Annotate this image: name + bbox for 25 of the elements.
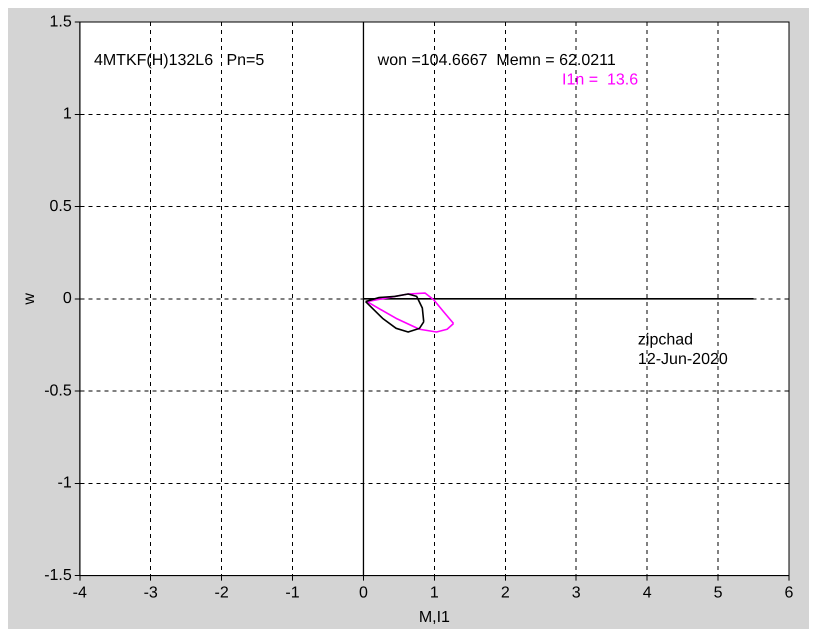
annotation: I1n = 13.6 — [562, 72, 638, 89]
x-tick-label: 4 — [642, 584, 652, 602]
y-tick-label: -0.5 — [44, 382, 72, 400]
annotation: 4MTKF(H)132L6 Pn=5 — [94, 52, 264, 70]
annotation: 12-Jun-2020 — [638, 351, 728, 368]
y-tick-label: 1 — [62, 106, 72, 123]
x-tick-label: -2 — [214, 584, 229, 602]
x-tick-label: 1 — [430, 584, 439, 602]
x-tick-label: 0 — [359, 584, 368, 602]
x-tick-label: 2 — [500, 584, 510, 602]
annotation: zipchad — [638, 332, 694, 349]
y-tick-label: 0.5 — [50, 198, 72, 215]
x-tick-label: 6 — [784, 584, 794, 602]
y-tick-label: 0 — [62, 290, 72, 308]
y-tick-label: -1.5 — [44, 567, 72, 584]
x-tick-label: 5 — [714, 584, 723, 602]
x-tick-label: -4 — [72, 584, 87, 602]
x-axis-title: M,I1 — [418, 608, 450, 626]
y-tick-label: 1.5 — [50, 13, 72, 30]
x-tick-label: 3 — [572, 584, 581, 602]
x-tick-label: -3 — [144, 584, 158, 602]
y-axis-title: w — [21, 292, 38, 306]
y-tick-label: -1 — [58, 474, 72, 492]
x-tick-label: -1 — [285, 584, 300, 602]
annotation: won =104.6667 Memn = 62.0211 — [376, 52, 616, 70]
